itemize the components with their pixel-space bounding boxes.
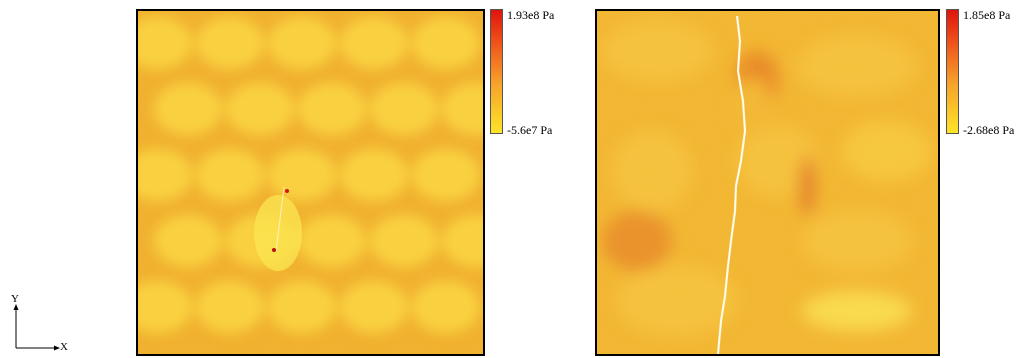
- stress-field-panel-left: [136, 9, 485, 356]
- x-axis-label: X: [60, 341, 68, 353]
- colorbar-left-min-label: -5.6e7 Pa: [507, 123, 553, 137]
- y-axis-label: Y: [11, 293, 19, 305]
- axis-triad: [13, 304, 60, 351]
- stress-field-panel-right: [595, 9, 940, 356]
- colorbar-right-min-label: -2.68e8 Pa: [963, 123, 1015, 137]
- colorbar-right-max-label: 1.85e8 Pa: [963, 8, 1011, 22]
- colorbar-left-max-label: 1.93e8 Pa: [507, 8, 555, 22]
- colorbar-left: [490, 9, 503, 134]
- colorbar-right: [946, 9, 959, 134]
